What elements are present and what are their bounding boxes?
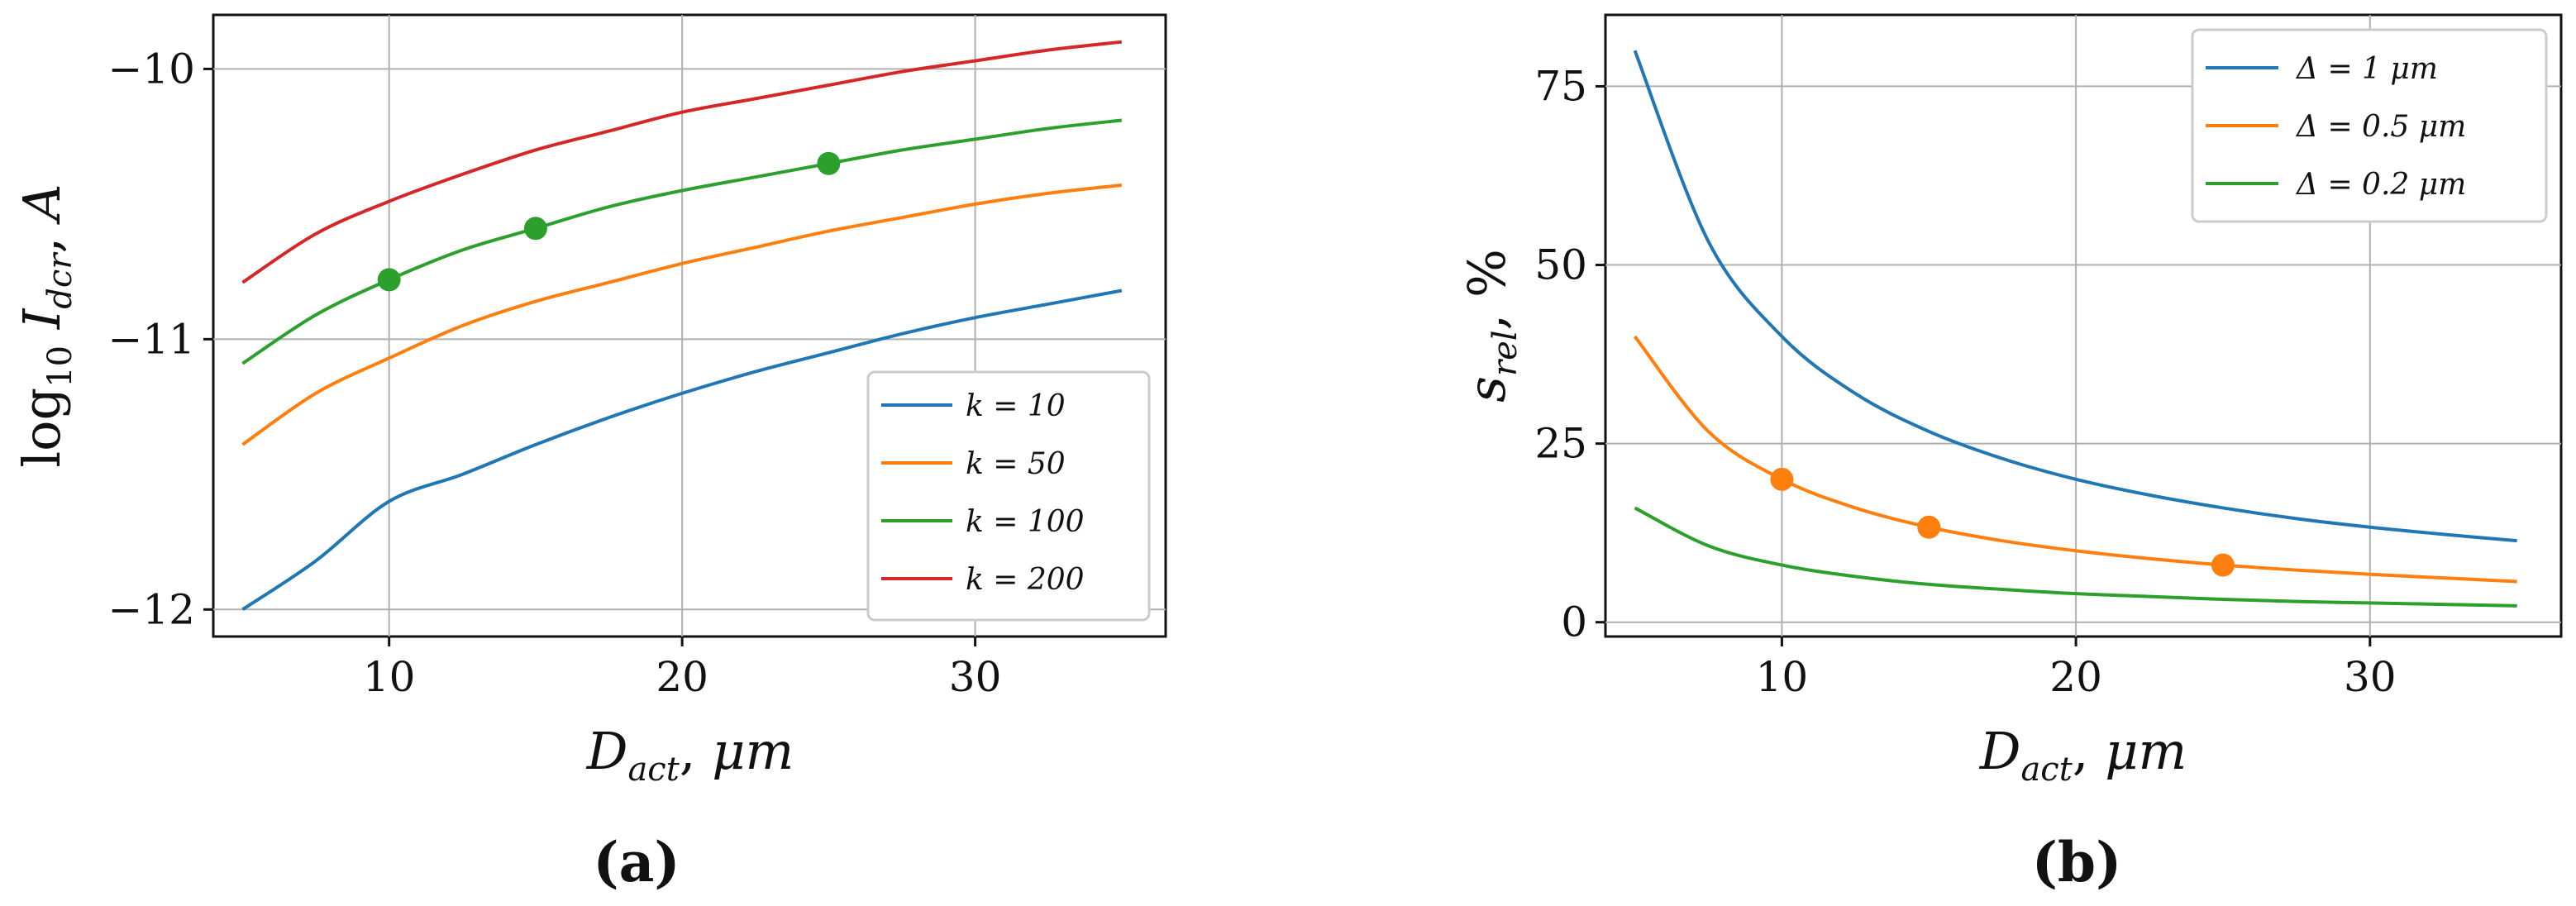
series-lines-b bbox=[1633, 50, 2517, 608]
markers-b bbox=[1770, 467, 2235, 577]
legend-entry: k = 10 bbox=[966, 389, 1066, 423]
series-line-2 bbox=[1633, 335, 2517, 584]
legend-a: k = 10 k = 50 k = 100 k = 200 bbox=[866, 370, 1151, 622]
legend-entry: Δ = 0.2 μm bbox=[2295, 168, 2466, 202]
y-tick-label: −11 bbox=[107, 315, 195, 363]
y-ticks-a: −12 −11 −10 bbox=[107, 45, 213, 633]
x-axis-label-b: Dact, μm bbox=[1979, 721, 2187, 789]
series-line-2 bbox=[241, 183, 1123, 446]
x-tick-label: 30 bbox=[949, 653, 1002, 701]
legend-entry: k = 100 bbox=[966, 505, 1085, 539]
data-point-marker bbox=[2211, 553, 2235, 577]
y-tick-label: 0 bbox=[1561, 598, 1587, 646]
legend-entry: Δ = 0.5 μm bbox=[2295, 110, 2466, 144]
series-line-1 bbox=[1633, 50, 2517, 543]
panel-label-b: (b) bbox=[2032, 830, 2122, 894]
legend-box-b bbox=[2191, 28, 2548, 223]
y-axis-label-a: log10 Idcr, A bbox=[12, 184, 79, 467]
x-ticks-b: 10 20 30 bbox=[1756, 637, 2397, 701]
data-point-marker bbox=[817, 151, 841, 175]
y-tick-label: −10 bbox=[107, 45, 195, 93]
plot-frame-a bbox=[212, 13, 1167, 638]
legend-b: Δ = 1 μm Δ = 0.5 μm Δ = 0.2 μm bbox=[2191, 28, 2548, 223]
markers-a bbox=[377, 151, 841, 292]
data-point-marker bbox=[1770, 467, 1794, 491]
data-point-marker bbox=[377, 268, 401, 292]
panel-b: 10 20 30 0 25 50 75 Δ = 1 μm Δ = 0.5 μm Δ = 0.2… bbox=[1457, 13, 2563, 894]
y-tick-label: 25 bbox=[1534, 420, 1587, 468]
y-tick-label: −12 bbox=[107, 585, 195, 633]
x-tick-label: 20 bbox=[2049, 653, 2102, 701]
plot-frame-b bbox=[1604, 13, 2563, 638]
panel-label-a: (a) bbox=[593, 830, 680, 894]
legend-box-a bbox=[866, 370, 1151, 622]
y-axis-label-b: srel, % bbox=[1457, 249, 1524, 403]
series-line-4 bbox=[241, 40, 1123, 284]
legend-entry: k = 50 bbox=[966, 447, 1066, 481]
x-tick-label: 20 bbox=[656, 653, 708, 701]
x-tick-label: 10 bbox=[363, 653, 416, 701]
y-tick-label: 75 bbox=[1534, 62, 1587, 110]
y-ticks-b: 0 25 50 75 bbox=[1534, 62, 1605, 646]
series-line-1 bbox=[241, 288, 1123, 611]
x-tick-label: 30 bbox=[2344, 653, 2397, 701]
x-axis-label-a: Dact, μm bbox=[586, 721, 794, 789]
data-point-marker bbox=[1917, 515, 1941, 539]
legend-entry: Δ = 1 μm bbox=[2295, 52, 2438, 86]
data-point-marker bbox=[523, 217, 547, 241]
x-tick-label: 10 bbox=[1756, 653, 1809, 701]
series-line-3 bbox=[1634, 506, 2517, 608]
y-tick-label: 50 bbox=[1534, 241, 1587, 289]
x-ticks-a: 10 20 30 bbox=[363, 637, 1002, 701]
legend-entry: k = 200 bbox=[966, 563, 1085, 597]
